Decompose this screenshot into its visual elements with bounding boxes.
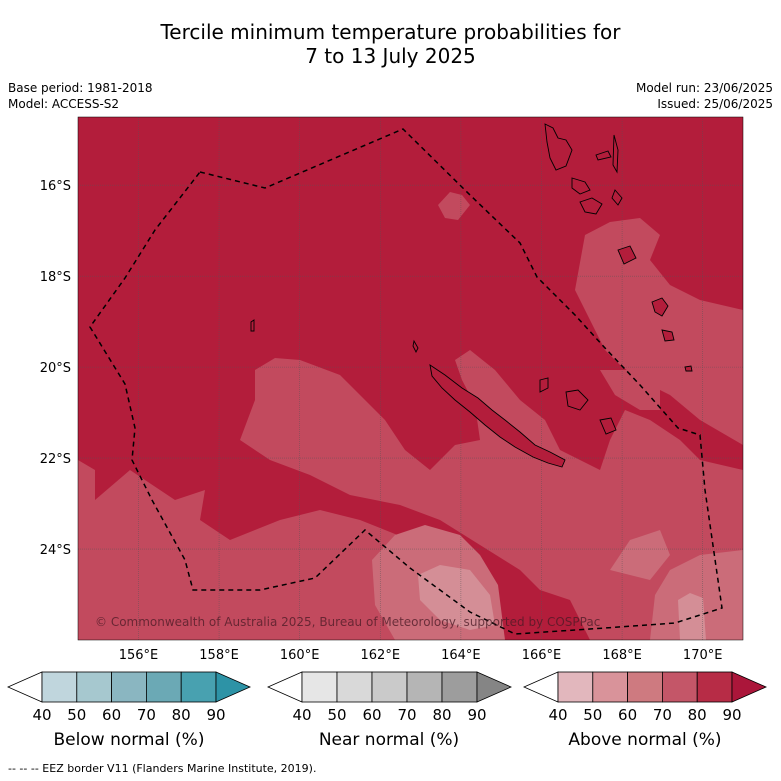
colorbar-tick-label: 80 bbox=[172, 706, 191, 724]
near-normal-label: Near normal (%) bbox=[318, 730, 460, 750]
graticule bbox=[78, 117, 743, 640]
model-run-text: Model run: 23/06/2025 bbox=[635, 81, 773, 95]
latitude-tick-label: 24°S bbox=[40, 543, 71, 558]
colorbar-tick-label: 40 bbox=[32, 706, 51, 724]
latitude-tick-label: 16°S bbox=[40, 179, 71, 194]
walpole-island bbox=[684, 365, 693, 372]
vanuatu-espiritu-santo bbox=[544, 123, 573, 171]
probability-band-80-north bbox=[438, 192, 470, 220]
colorbar-high-extend bbox=[476, 671, 512, 703]
longitude-tick-label: 168°E bbox=[602, 648, 642, 663]
probability-band-70-mid bbox=[610, 530, 670, 580]
colorbar-segment bbox=[627, 671, 663, 703]
colorbar-segment bbox=[180, 671, 217, 703]
probability-band-80-east-ridge bbox=[600, 370, 660, 410]
colorbar-segment bbox=[145, 671, 182, 703]
colorbar: 40 50 60 70 80 90 bbox=[267, 671, 512, 724]
latitude-tick-label: 22°S bbox=[40, 452, 71, 467]
colorbar-low-extend bbox=[7, 671, 43, 703]
chart-title-line2: 7 to 13 July 2025 bbox=[305, 44, 476, 68]
mare-island bbox=[599, 417, 617, 435]
ouvea-island bbox=[539, 377, 549, 393]
copyright-text: © Commonwealth of Australia 2025, Bureau… bbox=[95, 615, 600, 629]
colorbar-tick-label: 50 bbox=[67, 706, 86, 724]
colorbar-tick-label: 80 bbox=[688, 706, 707, 724]
colorbar-segment bbox=[557, 671, 594, 703]
longitude-tick-label: 160°E bbox=[280, 648, 320, 663]
colorbar-low-extend bbox=[523, 671, 559, 703]
colorbar-segment bbox=[301, 671, 338, 703]
colorbar: 40 50 60 70 80 90 bbox=[523, 671, 767, 724]
vanuatu-tanna bbox=[617, 245, 637, 265]
probability-band-60-east bbox=[678, 593, 706, 640]
coastlines bbox=[250, 123, 693, 468]
base-period-text: Base period: 1981-2018 bbox=[8, 81, 153, 95]
longitude-tick-label: 164°E bbox=[441, 648, 481, 663]
colorbar-segment bbox=[592, 671, 628, 703]
colorbar-tick-label: 60 bbox=[102, 706, 121, 724]
colorbar-tick-label: 40 bbox=[548, 706, 567, 724]
colorbar: 40 50 60 70 80 90 bbox=[7, 671, 251, 724]
new-caledonia-island bbox=[429, 364, 566, 468]
matthew-island bbox=[651, 297, 669, 317]
colorbar-tick-label: 90 bbox=[722, 706, 741, 724]
map-frame bbox=[77, 116, 744, 641]
colorbar-tick-label: 70 bbox=[397, 706, 416, 724]
model-text: Model: ACCESS-S2 bbox=[8, 97, 120, 111]
colorbar-segment bbox=[336, 671, 373, 703]
vanuatu-efate bbox=[611, 189, 623, 206]
colorbar-segment bbox=[441, 671, 478, 703]
colorbar-high-extend bbox=[731, 671, 767, 703]
issued-text: Issued: 25/06/2025 bbox=[657, 97, 773, 111]
colorbar-segment bbox=[371, 671, 408, 703]
colorbar-tick-label: 60 bbox=[618, 706, 637, 724]
probability-band-70-east bbox=[650, 550, 743, 640]
probability-band-80-northeast bbox=[575, 218, 743, 445]
probability-band-60-south bbox=[418, 565, 495, 630]
colorbar-tick-label: 60 bbox=[362, 706, 381, 724]
above-normal-label: Above normal (%) bbox=[568, 730, 722, 750]
colorbar-tick-label: 50 bbox=[583, 706, 602, 724]
chesterfield-islet bbox=[250, 319, 255, 332]
colorbar-high-extend bbox=[215, 671, 251, 703]
chart-title-line1: Tercile minimum temperature probabilitie… bbox=[160, 20, 621, 44]
colorbar-tick-label: 70 bbox=[653, 706, 672, 724]
colorbar-segment bbox=[406, 671, 443, 703]
colorbar-segment bbox=[76, 671, 113, 703]
belep-islands bbox=[412, 339, 419, 354]
colorbar-tick-label: 70 bbox=[137, 706, 156, 724]
longitude-tick-label: 166°E bbox=[522, 648, 562, 663]
eez-border bbox=[89, 128, 723, 635]
axis-labels: 156°E 158°E 160°E 162°E 164°E 166°E 168°E 170°E… bbox=[40, 179, 723, 663]
latitude-tick-label: 20°S bbox=[40, 361, 71, 376]
vanuatu-maewo bbox=[612, 134, 619, 174]
colorbar-segment bbox=[696, 671, 733, 703]
colorbar-tick-label: 90 bbox=[206, 706, 225, 724]
longitude-tick-label: 162°E bbox=[361, 648, 401, 663]
colorbar-tick-label: 40 bbox=[292, 706, 311, 724]
colorbar-tick-label: 90 bbox=[467, 706, 486, 724]
lifou-island bbox=[565, 389, 589, 411]
colorbar-segment bbox=[41, 671, 78, 703]
longitude-tick-label: 156°E bbox=[119, 648, 159, 663]
vanuatu-erromango bbox=[579, 197, 603, 215]
colorbar-low-extend bbox=[267, 671, 303, 703]
below-normal-label: Below normal (%) bbox=[53, 730, 205, 750]
colorbar-tick-label: 80 bbox=[432, 706, 451, 724]
latitude-tick-label: 18°S bbox=[40, 270, 71, 285]
longitude-tick-label: 158°E bbox=[199, 648, 239, 663]
vanuatu-ambae bbox=[595, 150, 612, 161]
colorbar-segment bbox=[662, 671, 698, 703]
hunter-island bbox=[661, 329, 675, 342]
colorbars: 40 50 60 70 80 90 40 50 60 70 80 90 40 50 60 70 80 90 bbox=[7, 671, 767, 724]
probability-field bbox=[78, 117, 743, 640]
colorbar-tick-label: 50 bbox=[327, 706, 346, 724]
colorbar-segment bbox=[111, 671, 147, 703]
eez-footnote: -- -- -- EEZ border V11 (Flanders Marine… bbox=[8, 762, 317, 775]
longitude-tick-label: 170°E bbox=[683, 648, 723, 663]
vanuatu-malekula bbox=[571, 177, 591, 195]
